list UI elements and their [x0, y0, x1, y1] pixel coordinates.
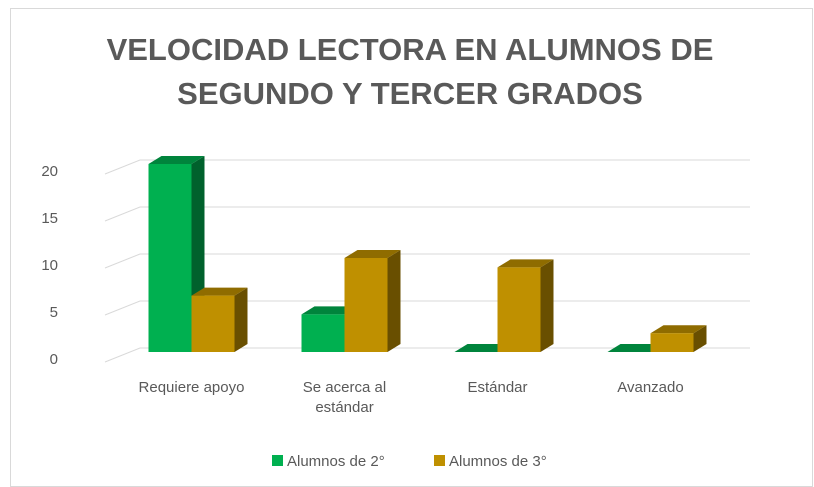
chart-title: VELOCIDAD LECTORA EN ALUMNOS DE SEGUNDO … — [106, 32, 714, 111]
bar-top — [497, 259, 554, 268]
y-tick-label: 10 — [41, 257, 58, 274]
legend-swatch — [434, 455, 445, 466]
y-tick-label: 15 — [41, 210, 58, 227]
bar — [344, 258, 388, 352]
x-tick-label: Se acerca al estándar — [302, 379, 387, 416]
grid-line — [104, 159, 750, 175]
bar-top — [454, 344, 511, 352]
bar-side — [540, 259, 554, 352]
bar-top — [344, 250, 401, 258]
y-tick-label: 0 — [50, 351, 58, 368]
bar-top — [301, 306, 358, 315]
legend-swatch — [272, 455, 283, 466]
bar-side — [693, 325, 707, 352]
bar — [650, 333, 694, 352]
grid-line — [104, 253, 750, 269]
bar-top — [607, 344, 664, 352]
bar-side — [234, 287, 248, 352]
legend-label: Alumnos de 2° — [287, 453, 385, 470]
y-tick-label: 5 — [50, 304, 58, 321]
bar — [191, 295, 235, 352]
x-tick-label: Avanzado — [617, 379, 684, 396]
bar-side — [387, 250, 401, 352]
bar — [301, 314, 345, 352]
bar — [497, 267, 541, 352]
bar-top — [650, 325, 707, 334]
x-tick-label: Estándar — [467, 379, 528, 396]
bar-top — [191, 287, 248, 296]
bar — [148, 164, 192, 352]
y-tick-label: 20 — [41, 163, 58, 180]
x-tick-label: Requiere apoyo — [138, 379, 245, 396]
legend-label: Alumnos de 3° — [449, 453, 547, 470]
grid-line — [104, 206, 750, 222]
bar-top — [148, 156, 205, 164]
